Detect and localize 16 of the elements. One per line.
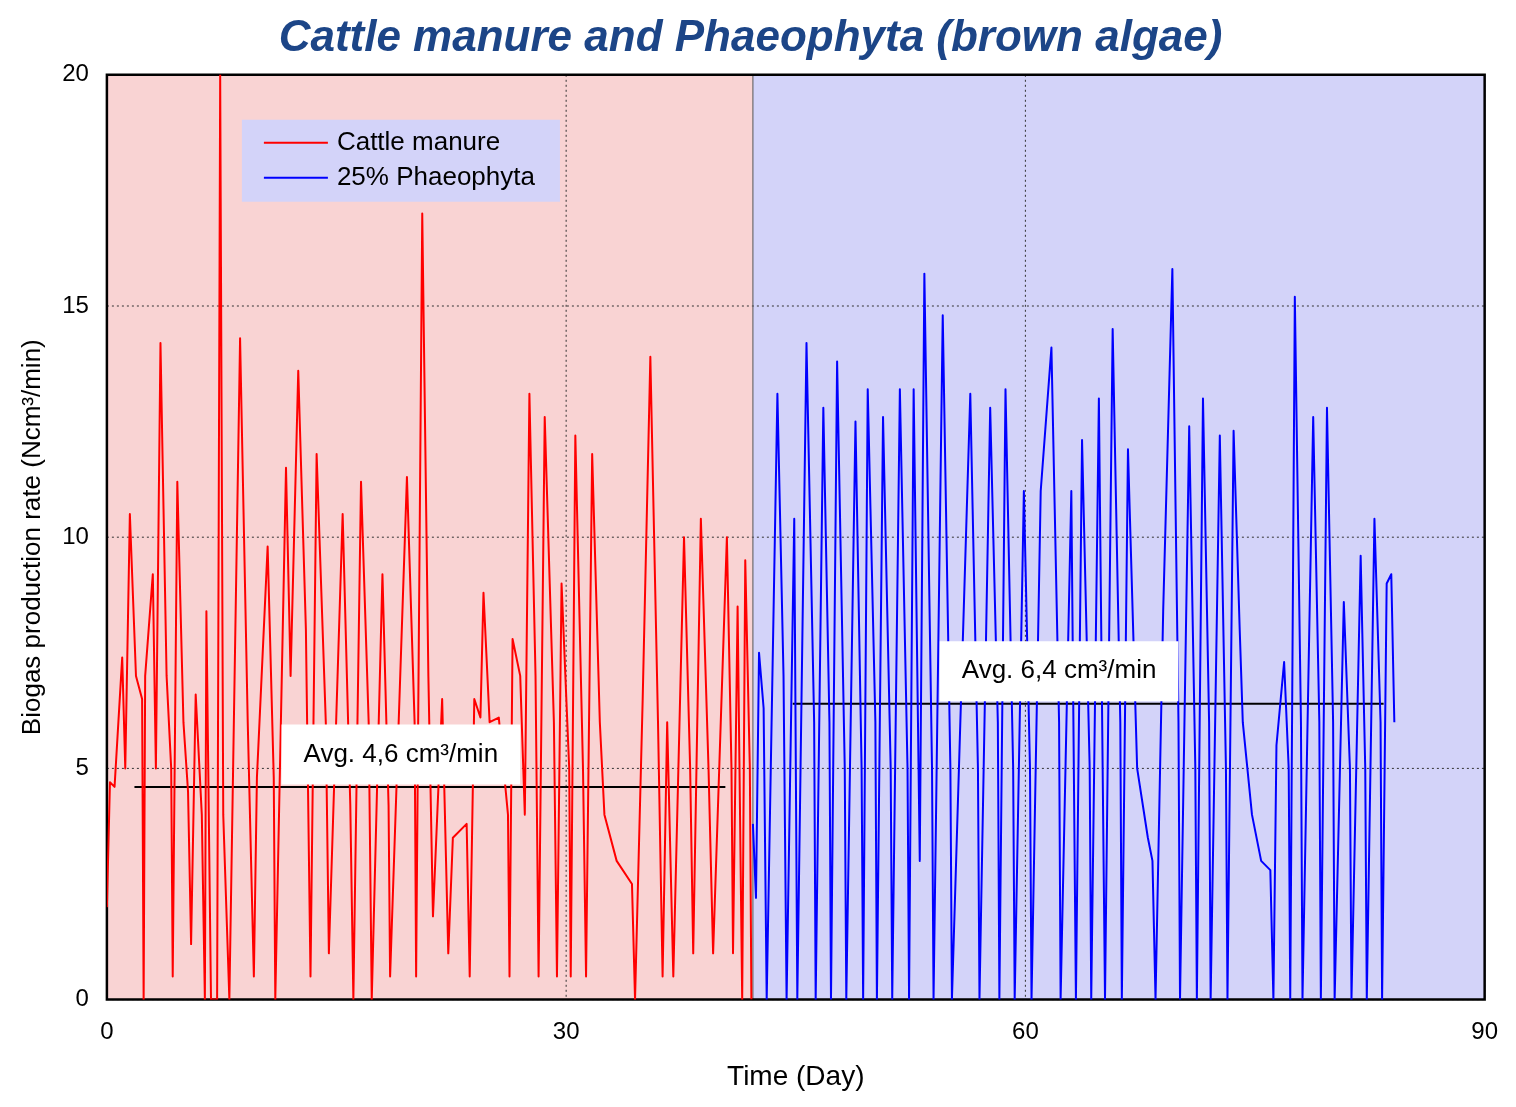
y-tick-label: 5 [75, 753, 89, 781]
annotation: Avg. 6,4 cm³/min [961, 654, 1157, 685]
y-tick-label: 10 [62, 521, 89, 549]
x-tick-label: 30 [552, 1016, 580, 1044]
legend-label: Cattle manure [336, 125, 501, 156]
annotation: Avg. 4,6 cm³/min [303, 737, 499, 768]
x-tick-label: 60 [1012, 1016, 1039, 1044]
chart-title: Cattle manure and Phaeophyta (brown algae) [278, 10, 1223, 60]
x-tick-label: 90 [1471, 1016, 1498, 1044]
y-axis-title: Biogas production rate (Ncm³/min) [15, 339, 46, 736]
y-tick-label: 0 [75, 984, 89, 1012]
x-tick-label: 0 [100, 1016, 114, 1044]
y-tick-label: 15 [62, 290, 89, 318]
x-axis-title: Time (Day) [727, 1059, 865, 1091]
y-tick-label: 20 [62, 59, 89, 87]
legend-label: 25% Phaeophyta [336, 160, 536, 191]
